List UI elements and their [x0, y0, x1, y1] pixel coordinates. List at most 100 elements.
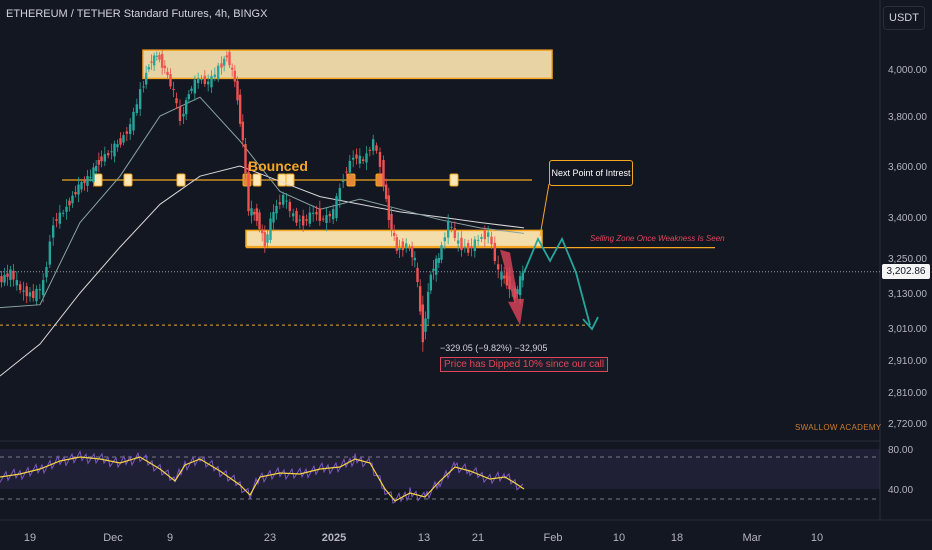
bounce-marker [123, 173, 133, 187]
candle-body [113, 143, 116, 157]
candle-body [275, 205, 278, 214]
price-tick-label: 3,600.00 [888, 162, 927, 173]
candle-body [434, 258, 438, 275]
candle-body [125, 131, 129, 134]
price-tick-label: 3,130.00 [888, 289, 927, 300]
candle-body [345, 171, 348, 173]
time-tick-label: Feb [544, 532, 563, 544]
candle-body [97, 160, 101, 165]
candle-body [331, 209, 335, 220]
candle-body [94, 166, 98, 172]
price-tick-label: 3,250.00 [888, 254, 927, 265]
candle-body [480, 237, 483, 239]
time-tick-label: 19 [24, 532, 36, 544]
price-tick-label: 2,910.00 [888, 356, 927, 367]
candle-body [58, 212, 62, 224]
candle-body [318, 208, 322, 221]
candle-body [325, 215, 328, 224]
bounce-marker [277, 173, 287, 187]
dip-arrow [500, 249, 524, 326]
candle-body [365, 153, 368, 163]
bounce-marker [93, 173, 103, 187]
bounce-marker [252, 173, 262, 187]
candle-body [395, 237, 399, 251]
candle-body [228, 52, 231, 66]
candle-body [358, 155, 362, 164]
candle-body [160, 53, 164, 68]
candle-body [100, 156, 103, 162]
price-tick-label: 2,720.00 [888, 419, 927, 430]
candle-body [150, 61, 153, 63]
candle-body [258, 212, 261, 230]
candle-body [341, 179, 345, 182]
rsi-lower-label: 40.00 [888, 485, 913, 496]
bounced-label: Bounced [248, 158, 308, 174]
candle-body [89, 177, 92, 179]
candle-body [163, 65, 167, 69]
price-tick-label: 3,400.00 [888, 213, 927, 224]
candle-body [38, 289, 42, 291]
candle-body [252, 211, 256, 215]
candle-body [0, 276, 3, 283]
candle-body [51, 225, 55, 238]
candle-body [116, 144, 119, 148]
time-tick-label: 13 [418, 532, 430, 544]
candle-body [505, 271, 509, 286]
rsi-ma-line [0, 456, 525, 502]
candle-body [502, 275, 506, 279]
candle-body [351, 157, 355, 160]
candle-body [418, 286, 422, 312]
candle-body [15, 280, 19, 286]
dipped-note: Price has Dipped 10% since our call [440, 357, 609, 372]
candle-body [225, 55, 229, 58]
candle-body [172, 88, 175, 90]
currency-button[interactable]: USDT [883, 6, 925, 30]
candle-body [308, 212, 312, 224]
candle-body [486, 232, 490, 237]
candle-body [301, 215, 305, 226]
candle-body [375, 145, 378, 151]
candle-body [500, 271, 503, 280]
candle-body [295, 210, 298, 223]
candle-body [147, 66, 151, 70]
candle-body [184, 100, 188, 115]
candle-body [401, 241, 405, 251]
time-tick-label: Dec [103, 532, 123, 544]
projection-arrowhead [582, 316, 599, 331]
candle-body [496, 264, 500, 270]
candle-body [516, 289, 519, 295]
candle-body [230, 67, 234, 70]
current-price-label: 3,202.86 [882, 264, 930, 279]
candle-body [378, 152, 382, 167]
candle-body [390, 213, 393, 230]
candle-body [106, 153, 110, 156]
candle-body [272, 211, 275, 223]
candle-body [338, 188, 342, 200]
candle-body [41, 280, 45, 296]
candle-body [74, 192, 77, 195]
candle-body [77, 184, 80, 195]
time-tick-label: 23 [264, 532, 276, 544]
candle-body [92, 167, 95, 183]
price-tick-label: 3,010.00 [888, 324, 927, 335]
brand-label: SWALLOW ACADEMY [795, 423, 882, 432]
price-tick-label: 3,800.00 [888, 112, 927, 123]
candle-body [18, 284, 22, 291]
candle-body [368, 149, 372, 151]
candle-body [122, 135, 125, 143]
candle-body [152, 55, 156, 66]
bounce-marker [176, 173, 186, 187]
candle-body [408, 247, 411, 249]
candle-body [424, 318, 427, 332]
candle-body [361, 159, 365, 161]
time-tick-label: 10 [811, 532, 823, 544]
time-tick-label: 9 [167, 532, 173, 544]
candle-body [305, 219, 308, 221]
rsi-line [0, 450, 524, 504]
projection-path [523, 236, 591, 326]
candle-body [83, 180, 86, 184]
candle-body [71, 195, 74, 204]
candle-body [328, 213, 332, 217]
candle-body [190, 88, 193, 92]
